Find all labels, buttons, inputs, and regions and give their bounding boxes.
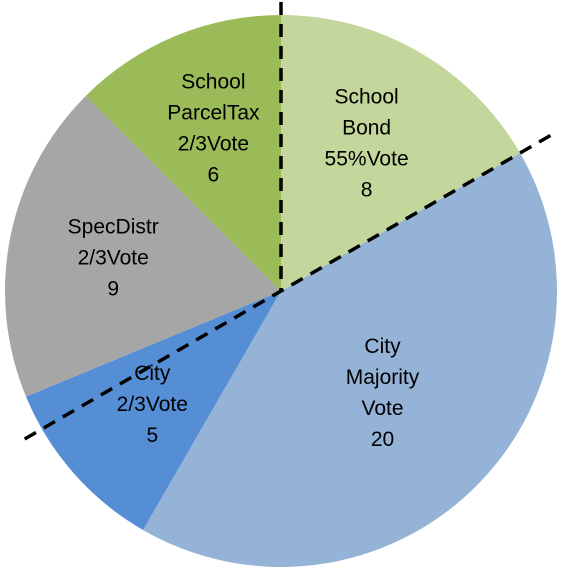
- pie-slice-3: [26, 291, 282, 531]
- slice-label-line: City: [364, 335, 401, 358]
- slice-label-4: SpecDistr 2/3Vote 9: [68, 216, 159, 301]
- slice-label-line: SpecDistr: [68, 216, 159, 239]
- slice-label-line: Vote: [361, 397, 403, 420]
- slice-label-line: 9: [107, 278, 119, 301]
- pie-slice-5: [85, 15, 281, 291]
- pie-slices: [5, 15, 557, 567]
- slice-label-line: Bond: [342, 116, 391, 139]
- slice-label-line: City: [134, 362, 171, 385]
- slice-label-line: Majority: [346, 366, 420, 389]
- slice-label-line: 55%Vote: [325, 147, 409, 170]
- slice-label-line: School: [334, 85, 398, 108]
- slice-label-line: 2/3Vote: [178, 132, 249, 155]
- slice-label-line: 2/3Vote: [78, 247, 149, 270]
- slice-label-5: School ParcelTax 2/3Vote 6: [167, 70, 260, 186]
- slice-label-line: 6: [208, 163, 220, 186]
- slice-label-2: City Majority Vote 20: [346, 335, 420, 451]
- divider-diagonal: [23, 131, 556, 441]
- slice-label-line: 20: [371, 428, 394, 451]
- slice-label-3: City 2/3Vote 5: [117, 362, 188, 447]
- slice-label-line: 5: [146, 424, 158, 447]
- pie-slice-2: [143, 153, 557, 567]
- divider-lines: [23, 2, 556, 441]
- pie-slice-4: [5, 95, 282, 397]
- slice-label-line: 8: [361, 178, 373, 201]
- slice-label-line: ParcelTax: [167, 101, 260, 124]
- slice-label-1: School Bond 55%Vote 8: [325, 85, 409, 201]
- slice-label-line: School: [181, 70, 245, 93]
- pie-slice-1: [281, 15, 521, 291]
- slice-label-line: 2/3Vote: [117, 393, 188, 416]
